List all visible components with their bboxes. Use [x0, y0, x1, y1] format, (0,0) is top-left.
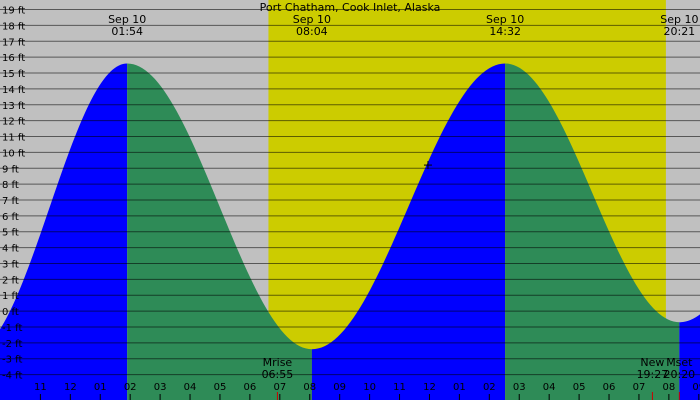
y-tick-label: 9 ft	[2, 164, 19, 175]
tide-date-label: Sep 10	[293, 13, 331, 26]
hour-tick-label: 04	[184, 382, 197, 393]
tide-time-label: 14:32	[489, 25, 521, 38]
hour-tick-label: 03	[513, 382, 526, 393]
hour-tick-label: 05	[214, 382, 227, 393]
hour-tick-label: 12	[423, 382, 436, 393]
hour-tick-label: 03	[154, 382, 167, 393]
y-tick-label: 13 ft	[2, 101, 25, 112]
gridlines	[0, 9, 700, 376]
hour-tick-label: 04	[543, 382, 556, 393]
hour-tick-label: 06	[603, 382, 616, 393]
y-tick-label: 0 ft	[2, 307, 19, 318]
hour-tick-label: 06	[244, 382, 257, 393]
event-time-label: 19:27	[637, 368, 669, 381]
hour-tick-label: 09	[333, 382, 346, 393]
tide-date-label: Sep 10	[108, 13, 146, 26]
hour-tick-label: 05	[573, 382, 586, 393]
y-tick-label: 16 ft	[2, 53, 25, 64]
hour-tick-label: 02	[124, 382, 137, 393]
hour-tick-label: 01	[453, 382, 466, 393]
tide-time-label: 01:54	[111, 25, 143, 38]
hour-tick-label: 02	[483, 382, 496, 393]
event-time-label: 20:20	[663, 368, 695, 381]
event-name-label: Mrise	[263, 356, 293, 369]
hour-tick-label: 07	[633, 382, 646, 393]
rising-tide-segment	[679, 314, 700, 400]
y-tick-label: 7 ft	[2, 196, 19, 207]
hour-tick-label: 01	[94, 382, 107, 393]
hour-tick-label: 12	[64, 382, 77, 393]
hour-tick-label: 11	[34, 382, 47, 393]
event-name-label: New	[640, 356, 664, 369]
y-tick-label: 14 ft	[2, 85, 25, 96]
y-tick-label: 11 ft	[2, 133, 25, 144]
y-tick-label: 18 ft	[2, 21, 25, 32]
chart-title: Port Chatham, Cook Inlet, Alaska	[260, 1, 441, 14]
y-tick-label: 12 ft	[2, 117, 25, 128]
hour-tick-label: 08	[663, 382, 676, 393]
y-tick-label: 17 ft	[2, 37, 25, 48]
y-tick-label: -4 ft	[2, 371, 22, 382]
cursor-marker	[423, 161, 432, 170]
y-tick-label: -2 ft	[2, 339, 22, 350]
y-tick-label: 10 ft	[2, 148, 25, 159]
tide-date-label: Sep 10	[486, 13, 524, 26]
y-tick-label: -3 ft	[2, 355, 22, 366]
hour-tick-label: 11	[393, 382, 406, 393]
y-tick-label: 6 ft	[2, 212, 19, 223]
y-axis-labels: 19 ft 18 ft 17 ft 16 ft 15 ft 14 ft 13 ft 12 ft…	[2, 6, 25, 382]
tide-date-label: Sep 10	[660, 13, 698, 26]
y-tick-label: 5 ft	[2, 228, 19, 239]
hour-tick-label: 08	[303, 382, 316, 393]
tide-time-label: 20:21	[663, 25, 695, 38]
event-name-label: Mset	[666, 356, 693, 369]
y-tick-label: 8 ft	[2, 180, 19, 191]
event-time-label: 06:55	[262, 368, 294, 381]
tide-time-label: 08:04	[296, 25, 328, 38]
y-tick-label: 3 ft	[2, 259, 19, 270]
hour-tick-label: 09	[692, 382, 700, 393]
hour-tick-label: 07	[273, 382, 286, 393]
y-tick-label: 1 ft	[2, 291, 19, 302]
y-tick-label: 2 ft	[2, 275, 19, 286]
y-tick-label: 4 ft	[2, 244, 19, 255]
hour-axis: 11 12 01 02 03 04 05 06 07 08 09 10 11 12 01 02 03 04 05 06…	[34, 382, 700, 400]
y-tick-label: 19 ft	[2, 6, 25, 17]
y-tick-label: 15 ft	[2, 69, 25, 80]
y-tick-label: -1 ft	[2, 323, 22, 334]
hour-tick-label: 10	[363, 382, 376, 393]
